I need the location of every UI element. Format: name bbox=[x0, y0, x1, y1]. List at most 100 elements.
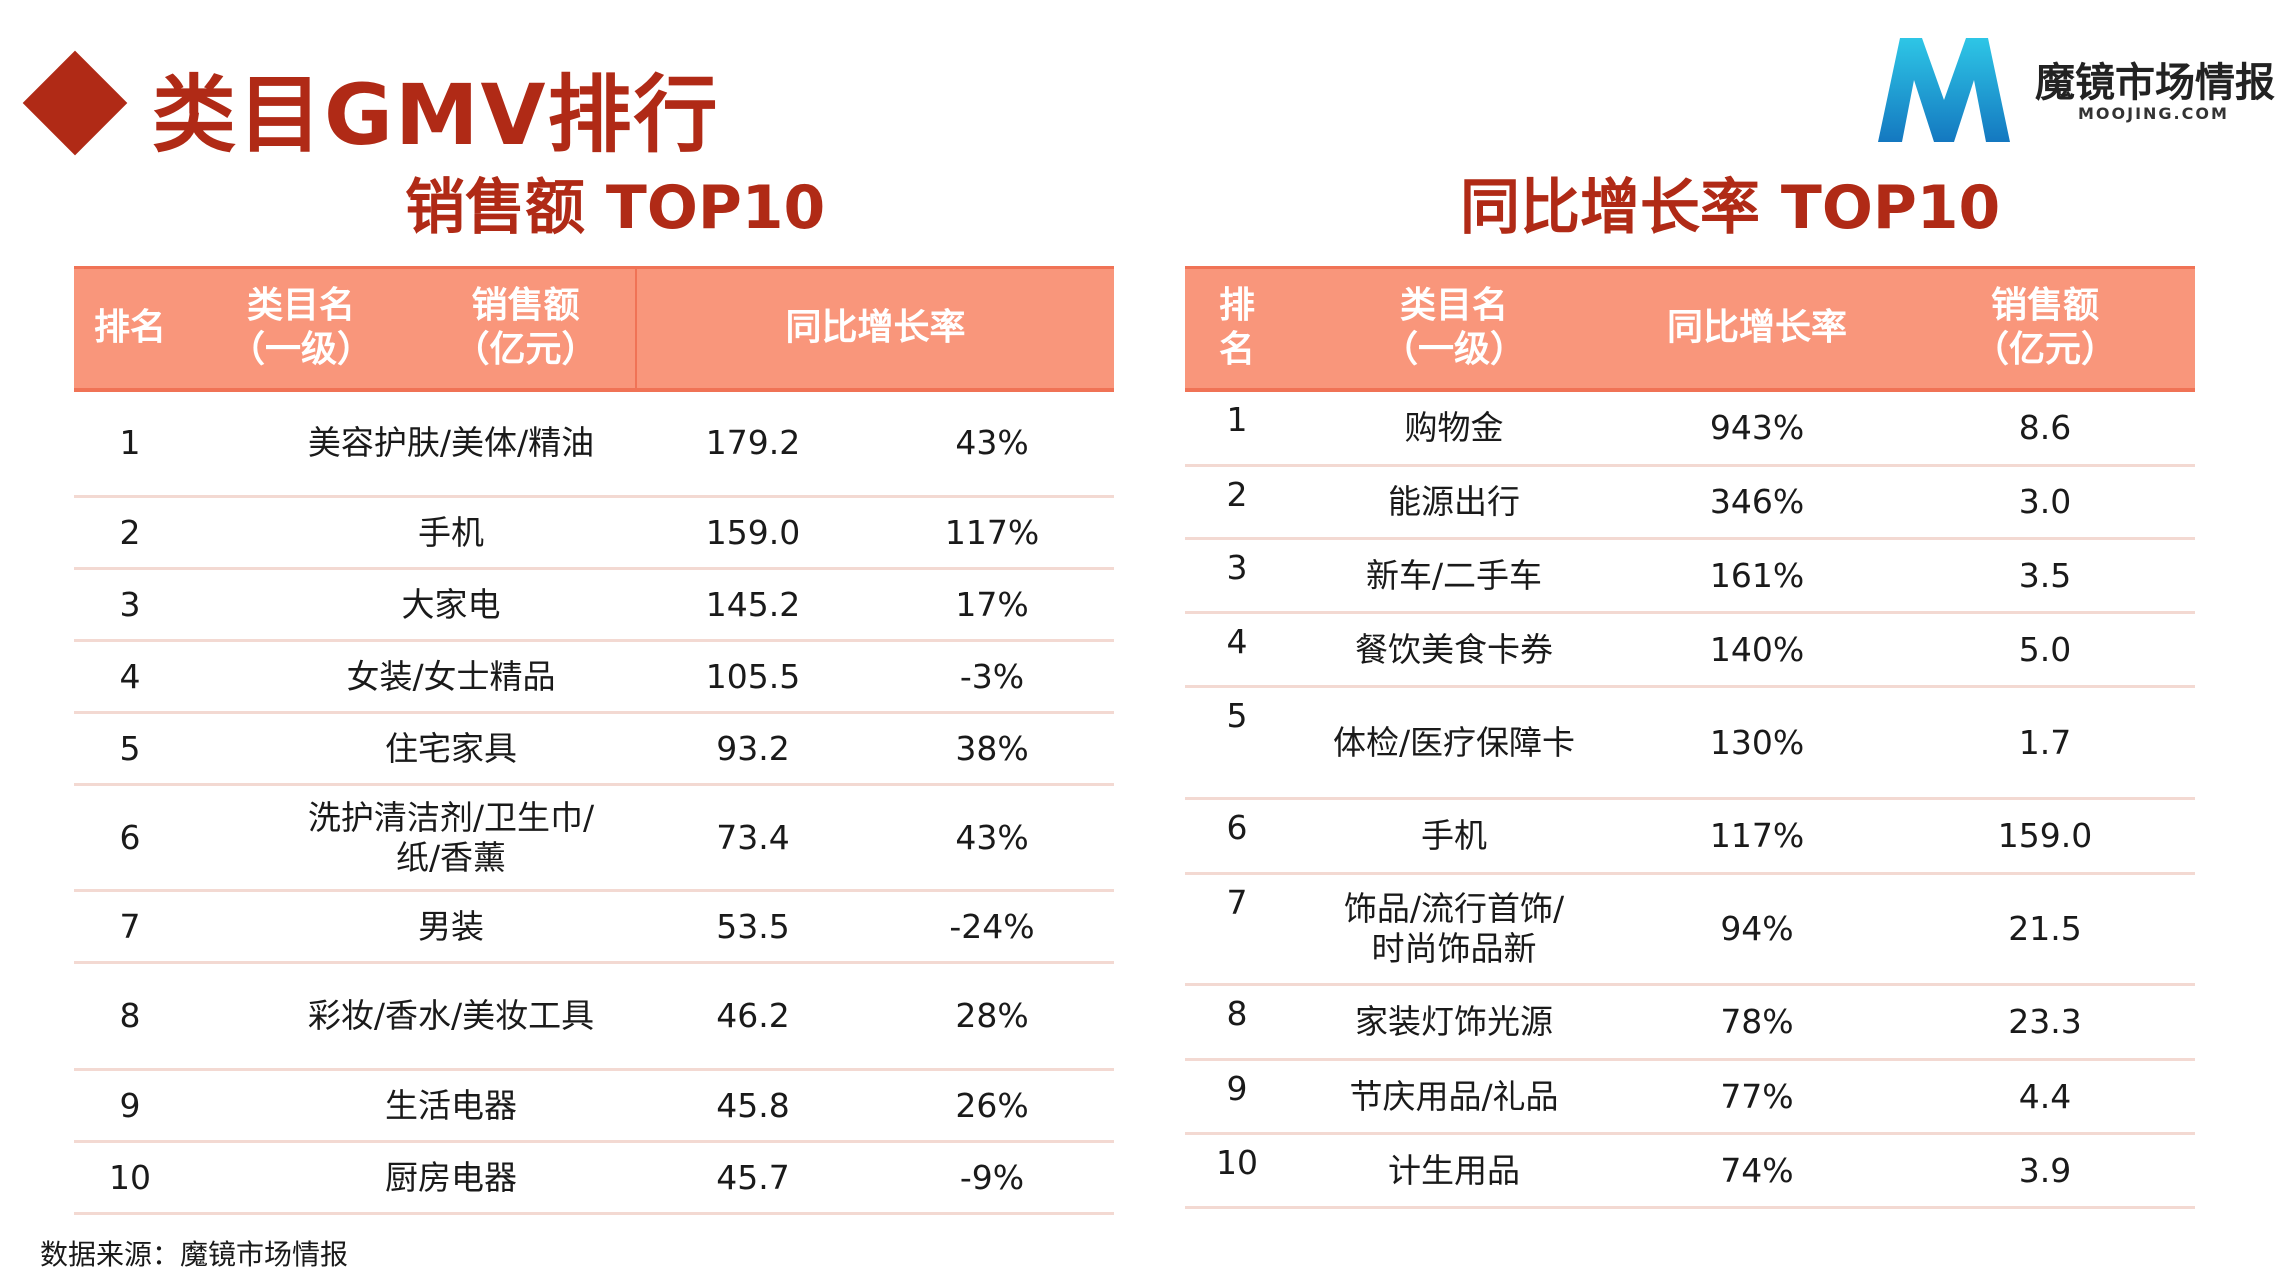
cell-growth: -3% bbox=[870, 640, 1115, 714]
cell-sales: 21.5 bbox=[1895, 873, 2195, 986]
cell-rank: 2 bbox=[74, 496, 186, 570]
cell-category: 住宅家具 bbox=[186, 712, 636, 786]
cell-rank: 8 bbox=[1185, 984, 1289, 1061]
cell-sales: 159.0 bbox=[1895, 798, 2195, 875]
data-source-note: 数据来源：魔镜市场情报 bbox=[40, 1238, 349, 1271]
cell-category: 美容护肤/美体/精油 bbox=[186, 389, 636, 498]
table-row: 5 体检/医疗保障卡 130% 1.7 bbox=[1185, 686, 2195, 800]
table-row: 2 手机 159.0 117% bbox=[74, 496, 1115, 570]
col-header-rank: 排名 bbox=[74, 266, 186, 392]
cell-rank: 8 bbox=[74, 962, 186, 1071]
cell-sales: 105.5 bbox=[636, 640, 870, 714]
cell-growth: 346% bbox=[1619, 465, 1895, 540]
col-header-category: 类目名 （一级） bbox=[186, 266, 416, 392]
brand-name: 魔镜市场情报 bbox=[2035, 60, 2275, 106]
cell-sales: 53.5 bbox=[636, 890, 870, 964]
cell-rank: 2 bbox=[1185, 465, 1289, 540]
cell-sales: 45.8 bbox=[636, 1069, 870, 1143]
table-row: 4 餐饮美食卡券 140% 5.0 bbox=[1185, 612, 2195, 688]
cell-rank: 5 bbox=[1185, 686, 1289, 800]
cell-sales: 4.4 bbox=[1895, 1059, 2195, 1135]
cell-growth: 74% bbox=[1619, 1133, 1895, 1209]
cell-growth: 943% bbox=[1619, 389, 1895, 467]
cell-rank: 10 bbox=[74, 1141, 186, 1215]
table-row: 6 手机 117% 159.0 bbox=[1185, 798, 2195, 875]
cell-category: 新车/二手车 bbox=[1289, 538, 1619, 614]
table-row: 4 女装/女士精品 105.5 -3% bbox=[74, 640, 1115, 714]
cell-rank: 3 bbox=[1185, 538, 1289, 614]
cell-category: 厨房电器 bbox=[186, 1141, 636, 1215]
cell-sales: 5.0 bbox=[1895, 612, 2195, 688]
title-diamond-icon bbox=[22, 50, 128, 156]
cell-sales: 145.2 bbox=[636, 568, 870, 642]
cell-growth: 43% bbox=[870, 784, 1115, 892]
cell-rank: 7 bbox=[74, 890, 186, 964]
table-row: 1 美容护肤/美体/精油 179.2 43% bbox=[74, 389, 1115, 498]
cell-growth: 78% bbox=[1619, 984, 1895, 1061]
table-row: 8 家装灯饰光源 78% 23.3 bbox=[1185, 984, 2195, 1061]
cell-category: 体检/医疗保障卡 bbox=[1289, 686, 1619, 800]
table-row: 9 生活电器 45.8 26% bbox=[74, 1069, 1115, 1143]
cell-rank: 9 bbox=[74, 1069, 186, 1143]
table-row: 1 购物金 943% 8.6 bbox=[1185, 389, 2195, 467]
brand-logo: 魔镜市场情报 MOOJING.COM bbox=[1870, 30, 2275, 150]
cell-category: 能源出行 bbox=[1289, 465, 1619, 540]
cell-growth: 77% bbox=[1619, 1059, 1895, 1135]
cell-category: 节庆用品/礼品 bbox=[1289, 1059, 1619, 1135]
cell-category: 男装 bbox=[186, 890, 636, 964]
cell-growth: -24% bbox=[870, 890, 1115, 964]
cell-category: 手机 bbox=[1289, 798, 1619, 875]
cell-rank: 3 bbox=[74, 568, 186, 642]
cell-sales: 46.2 bbox=[636, 962, 870, 1071]
brand-url: MOOJING.COM bbox=[2078, 104, 2229, 123]
moojing-m-logo-icon bbox=[1878, 38, 2010, 142]
cell-category: 计生用品 bbox=[1289, 1133, 1619, 1209]
cell-rank: 4 bbox=[74, 640, 186, 714]
left-table-title: 销售额 TOP10 bbox=[405, 173, 826, 243]
table-row: 9 节庆用品/礼品 77% 4.4 bbox=[1185, 1059, 2195, 1135]
cell-rank: 10 bbox=[1185, 1133, 1289, 1209]
col-header-category: 类目名 （一级） bbox=[1289, 266, 1619, 392]
cell-rank: 1 bbox=[74, 389, 186, 498]
col-header-sales: 销售额 （亿元） bbox=[1895, 266, 2195, 392]
right-table-title: 同比增长率 TOP10 bbox=[1460, 173, 2001, 243]
table-row: 10 计生用品 74% 3.9 bbox=[1185, 1133, 2195, 1209]
col-header-growth: 同比增长率 bbox=[634, 266, 1115, 392]
cell-rank: 7 bbox=[1185, 873, 1289, 986]
cell-rank: 4 bbox=[1185, 612, 1289, 688]
cell-sales: 3.0 bbox=[1895, 465, 2195, 540]
cell-category: 餐饮美食卡券 bbox=[1289, 612, 1619, 688]
cell-sales: 3.9 bbox=[1895, 1133, 2195, 1209]
cell-growth: -9% bbox=[870, 1141, 1115, 1215]
cell-growth: 117% bbox=[1619, 798, 1895, 875]
cell-growth: 17% bbox=[870, 568, 1115, 642]
col-header-sales: 销售额 （亿元） bbox=[416, 266, 636, 392]
col-header-growth: 同比增长率 bbox=[1619, 266, 1895, 392]
cell-rank: 5 bbox=[74, 712, 186, 786]
growth-top10-table: 排名 类目名 （一级） 同比增长率 销售额 （亿元） 1 购物金 943% 8.6 … bbox=[1185, 266, 2195, 1209]
table-row: 7 男装 53.5 -24% bbox=[74, 890, 1115, 964]
cell-category: 洗护清洁剂/卫生巾/纸/香薰 bbox=[186, 784, 636, 892]
cell-growth: 26% bbox=[870, 1069, 1115, 1143]
cell-growth: 43% bbox=[870, 389, 1115, 498]
table-row: 2 能源出行 346% 3.0 bbox=[1185, 465, 2195, 540]
cell-category: 饰品/流行首饰/时尚饰品新 bbox=[1289, 873, 1619, 986]
table-header-row: 排名 类目名 （一级） 销售额 （亿元） 同比增长率 bbox=[74, 266, 1115, 392]
table-row: 3 大家电 145.2 17% bbox=[74, 568, 1115, 642]
cell-growth: 117% bbox=[870, 496, 1115, 570]
cell-rank: 9 bbox=[1185, 1059, 1289, 1135]
cell-growth: 38% bbox=[870, 712, 1115, 786]
cell-rank: 6 bbox=[1185, 798, 1289, 875]
cell-sales: 1.7 bbox=[1895, 686, 2195, 800]
cell-sales: 45.7 bbox=[636, 1141, 870, 1215]
cell-growth: 28% bbox=[870, 962, 1115, 1071]
page-title: 类目GMV排行 bbox=[152, 66, 720, 164]
table-row: 5 住宅家具 93.2 38% bbox=[74, 712, 1115, 786]
cell-growth: 161% bbox=[1619, 538, 1895, 614]
cell-rank: 1 bbox=[1185, 389, 1289, 467]
cell-sales: 8.6 bbox=[1895, 389, 2195, 467]
cell-sales: 3.5 bbox=[1895, 538, 2195, 614]
cell-sales: 23.3 bbox=[1895, 984, 2195, 1061]
cell-growth: 140% bbox=[1619, 612, 1895, 688]
table-header-row: 排名 类目名 （一级） 同比增长率 销售额 （亿元） bbox=[1185, 266, 2195, 392]
